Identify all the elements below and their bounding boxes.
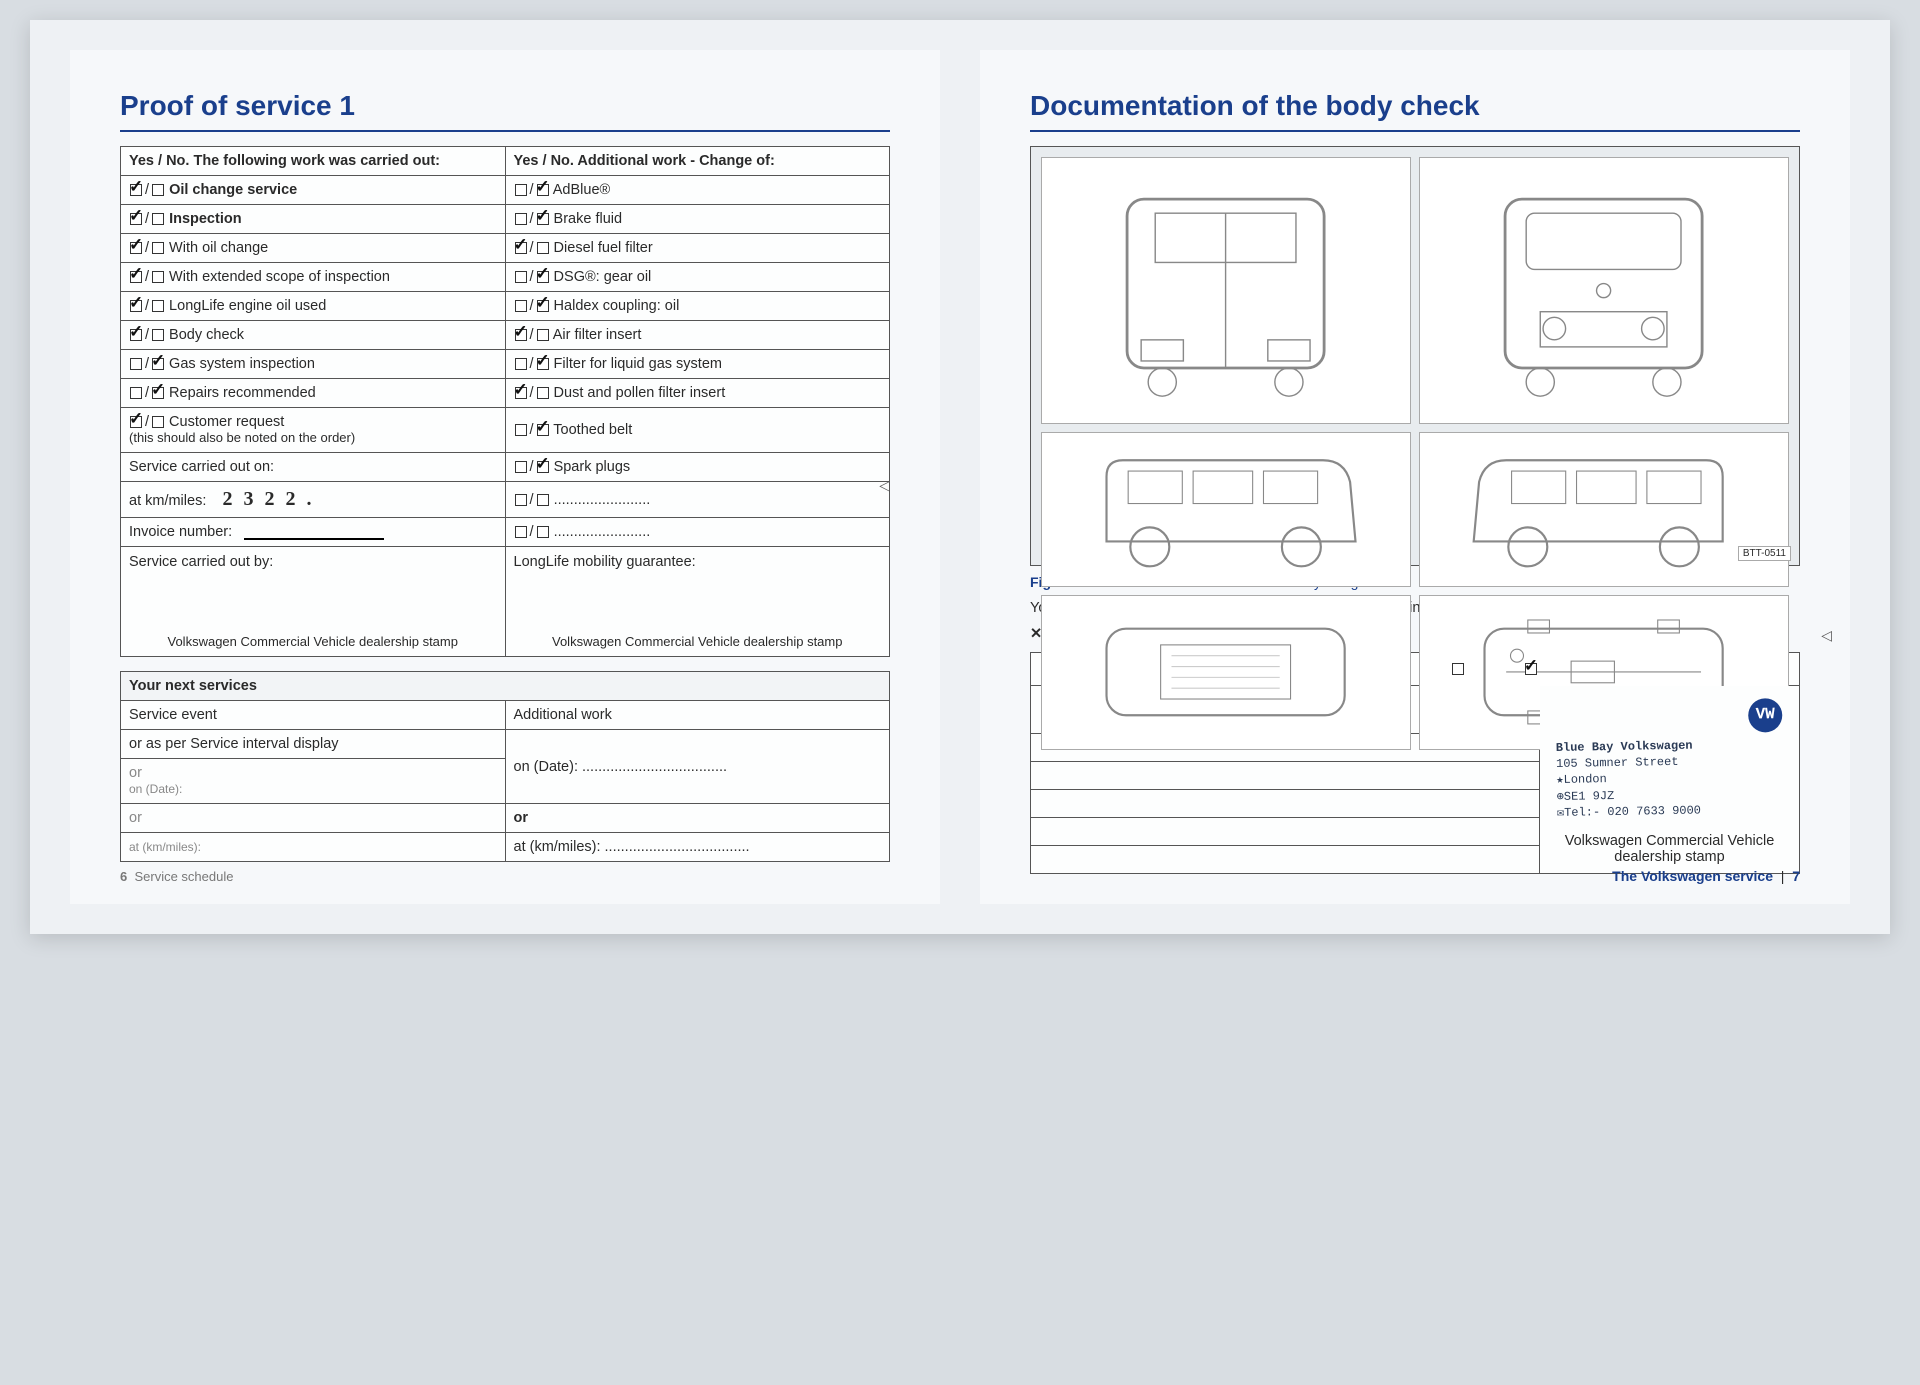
next-at-right: at (km/miles): .........................…: [505, 833, 890, 862]
col2-header: Yes / No. Additional work - Change of:: [505, 147, 890, 176]
next-services-table: Your next services Service event Additio…: [120, 671, 890, 862]
next-or-1: oron (Date):: [121, 759, 506, 804]
van-side-left: [1041, 432, 1411, 587]
book-spread: Proof of service 1 Yes / No. The followi…: [30, 20, 1890, 934]
dealer-stamp-cell: VW Blue Bay Volkswagen 105 Sumner Street…: [1540, 686, 1800, 874]
invoice-row: Invoice number:: [121, 518, 506, 547]
work-row: / Gas system inspection: [121, 350, 506, 379]
nav-triangle-right: ◁: [1821, 627, 1832, 644]
next-on-date: on (Date): .............................…: [505, 730, 890, 804]
change-row: / Diesel fuel filter: [505, 234, 890, 263]
left-page: Proof of service 1 Yes / No. The followi…: [70, 50, 940, 904]
change-row: / Toothed belt: [505, 408, 890, 453]
col1-header: Yes / No. The following work was carried…: [121, 147, 506, 176]
change-row: / Filter for liquid gas system: [505, 350, 890, 379]
change-row: / Haldex coupling: oil: [505, 292, 890, 321]
work-row: / Inspection: [121, 205, 506, 234]
right-page: Documentation of the body check: [980, 50, 1850, 904]
dealer-stamp: VW Blue Bay Volkswagen 105 Sumner Street…: [1549, 692, 1790, 827]
work-row: / Body check: [121, 321, 506, 350]
right-footer: The Volkswagen service | 7: [1612, 868, 1800, 884]
service-carried-out-on: Service carried out on:: [121, 453, 506, 482]
dmg-line: [1031, 817, 1540, 845]
blank-row-1: / ........................: [505, 482, 890, 518]
title-rule-r: [1030, 130, 1800, 132]
right-title: Documentation of the body check: [1030, 90, 1800, 122]
vw-logo-icon: VW: [1748, 698, 1783, 733]
figure-ref-code: BTT-0511: [1738, 546, 1791, 561]
left-footer: 6 Service schedule: [120, 869, 233, 884]
work-row: / With oil change: [121, 234, 506, 263]
left-title: Proof of service 1: [120, 90, 890, 122]
next-or-2: or: [121, 804, 506, 833]
change-row: / Dust and pollen filter insert: [505, 379, 890, 408]
spark-plugs-row: / Spark plugs: [505, 453, 890, 482]
title-rule: [120, 130, 890, 132]
nav-triangle-left: ◁: [879, 477, 890, 494]
next-col1: Service event: [121, 701, 506, 730]
dmg-line: [1031, 789, 1540, 817]
change-row: / DSG®: gear oil: [505, 263, 890, 292]
van-front-view: [1419, 157, 1789, 424]
change-row: / Air filter insert: [505, 321, 890, 350]
carried-out-by-cell: Service carried out by: Volkswagen Comme…: [121, 547, 506, 657]
vehicle-diagram-box: BTT-0511: [1030, 146, 1800, 566]
change-row: / Brake fluid: [505, 205, 890, 234]
work-row: / Oil change service: [121, 176, 506, 205]
work-row: / With extended scope of inspection: [121, 263, 506, 292]
dmg-line: [1031, 761, 1540, 789]
longlife-cell: LongLife mobility guarantee: Volkswagen …: [505, 547, 890, 657]
van-side-right: [1419, 432, 1789, 587]
service-table: Yes / No. The following work was carried…: [120, 146, 890, 657]
next-or-right: or: [505, 804, 890, 833]
dmg-line: [1031, 845, 1540, 873]
work-row: / Customer request(this should also be n…: [121, 408, 506, 453]
next-col2: Additional work: [505, 701, 890, 730]
van-rear-view: [1041, 157, 1411, 424]
van-top-view: [1041, 595, 1411, 750]
km-miles-row: at km/miles: 2 3 2 2 .: [121, 482, 506, 518]
work-row: / LongLife engine oil used: [121, 292, 506, 321]
next-row-display: or as per Service interval display: [121, 730, 506, 759]
work-row: / Repairs recommended: [121, 379, 506, 408]
next-at-left: at (km/miles):: [121, 833, 506, 862]
change-row: / AdBlue®: [505, 176, 890, 205]
next-header: Your next services: [121, 672, 890, 701]
blank-row-2: / ........................: [505, 518, 890, 547]
